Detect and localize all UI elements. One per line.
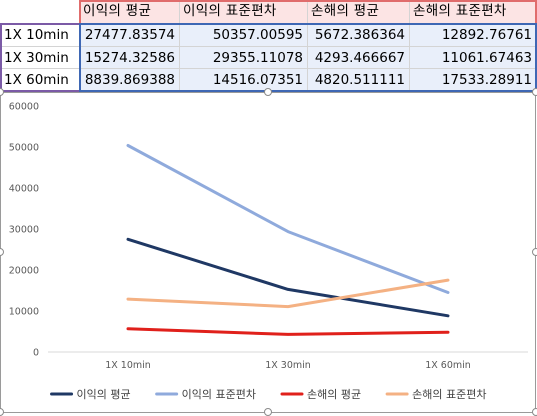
legend-item[interactable]: 손해의 표준편차: [385, 387, 486, 401]
table-cell[interactable]: 17533.28911: [410, 69, 537, 91]
column-header-profit-mean[interactable]: 이익의 평균: [80, 0, 180, 24]
spreadsheet-range: 이익의 평균 이익의 표준편차 손해의 평균 손해의 표준편차 1X 10min…: [0, 0, 537, 92]
table-cell[interactable]: 8839.869388: [80, 69, 180, 91]
table-cell[interactable]: 15274.32586: [80, 47, 180, 69]
y-tick-label: 30000: [9, 225, 39, 236]
y-tick-label: 0: [33, 348, 39, 359]
series-line[interactable]: [126, 144, 450, 294]
header-corner-cell[interactable]: [0, 0, 80, 24]
y-tick-label: 20000: [9, 266, 39, 277]
y-tick-label: 60000: [9, 102, 39, 113]
legend-label: 손해의 표준편차: [412, 387, 486, 401]
resize-handle-top-right[interactable]: [532, 88, 537, 96]
resize-handle-bottom-right[interactable]: [532, 408, 537, 416]
legend-item[interactable]: 이익의 표준편차: [155, 388, 256, 401]
line-chart[interactable]: 0 10000 20000 30000 40000 50000 60000 1X 10min…: [0, 92, 536, 413]
x-tick-label: 1X 30min: [265, 360, 311, 371]
x-tick-label: 1X 10min: [105, 360, 151, 371]
series-layer: [126, 144, 450, 336]
y-tick-label: 10000: [9, 307, 39, 318]
x-axis: 1X 10min 1X 30min 1X 60min: [105, 360, 471, 371]
table-cell[interactable]: 11061.67463: [410, 47, 537, 69]
column-header-profit-stdev[interactable]: 이익의 표준편차: [180, 0, 308, 24]
y-tick-label: 40000: [9, 184, 39, 195]
series-line[interactable]: [126, 327, 450, 336]
legend-item[interactable]: 손해의 평균: [280, 387, 361, 401]
legend-label: 이익의 표준편차: [182, 388, 256, 401]
table-cell[interactable]: 5672.386364: [308, 24, 410, 47]
table-cell[interactable]: 14516.07351: [180, 69, 308, 91]
table-cell[interactable]: 29355.11078: [180, 47, 308, 69]
resize-handle-bottom-center[interactable]: [264, 408, 272, 416]
row-label-cell[interactable]: 1X 60min: [0, 69, 80, 91]
table-cell[interactable]: 27477.83574: [80, 24, 180, 47]
x-tick-label: 1X 60min: [425, 360, 471, 371]
table-cell[interactable]: 4820.511111: [308, 69, 410, 91]
y-axis: 0 10000 20000 30000 40000 50000 60000: [9, 102, 39, 359]
y-tick-label: 50000: [9, 143, 39, 154]
legend-label: 손해의 평균: [307, 387, 361, 401]
chart-legend[interactable]: 이익의 평균 이익의 표준편차 손해의 평균 손해의 표준편차: [50, 387, 487, 401]
legend-label: 이익의 평균: [77, 388, 131, 401]
resize-handle-middle-right[interactable]: [532, 248, 537, 256]
table-cell[interactable]: 12892.76761: [410, 24, 537, 47]
row-label-cell[interactable]: 1X 30min: [0, 47, 80, 69]
column-header-loss-mean[interactable]: 손해의 평균: [308, 0, 410, 24]
resize-handle-bottom-left[interactable]: [0, 408, 4, 416]
series-line[interactable]: [126, 278, 450, 309]
series-line[interactable]: [126, 237, 450, 318]
legend-item[interactable]: 이익의 평균: [50, 388, 131, 401]
table-cell[interactable]: 4293.466667: [308, 47, 410, 69]
chart-plot: 0 10000 20000 30000 40000 50000 60000 1X 10min…: [9, 102, 528, 401]
resize-handle-top-center[interactable]: [264, 88, 272, 96]
row-label-cell[interactable]: 1X 10min: [0, 24, 80, 47]
table-cell[interactable]: 50357.00595: [180, 24, 308, 47]
column-header-loss-stdev[interactable]: 손해의 표준편차: [410, 0, 537, 24]
